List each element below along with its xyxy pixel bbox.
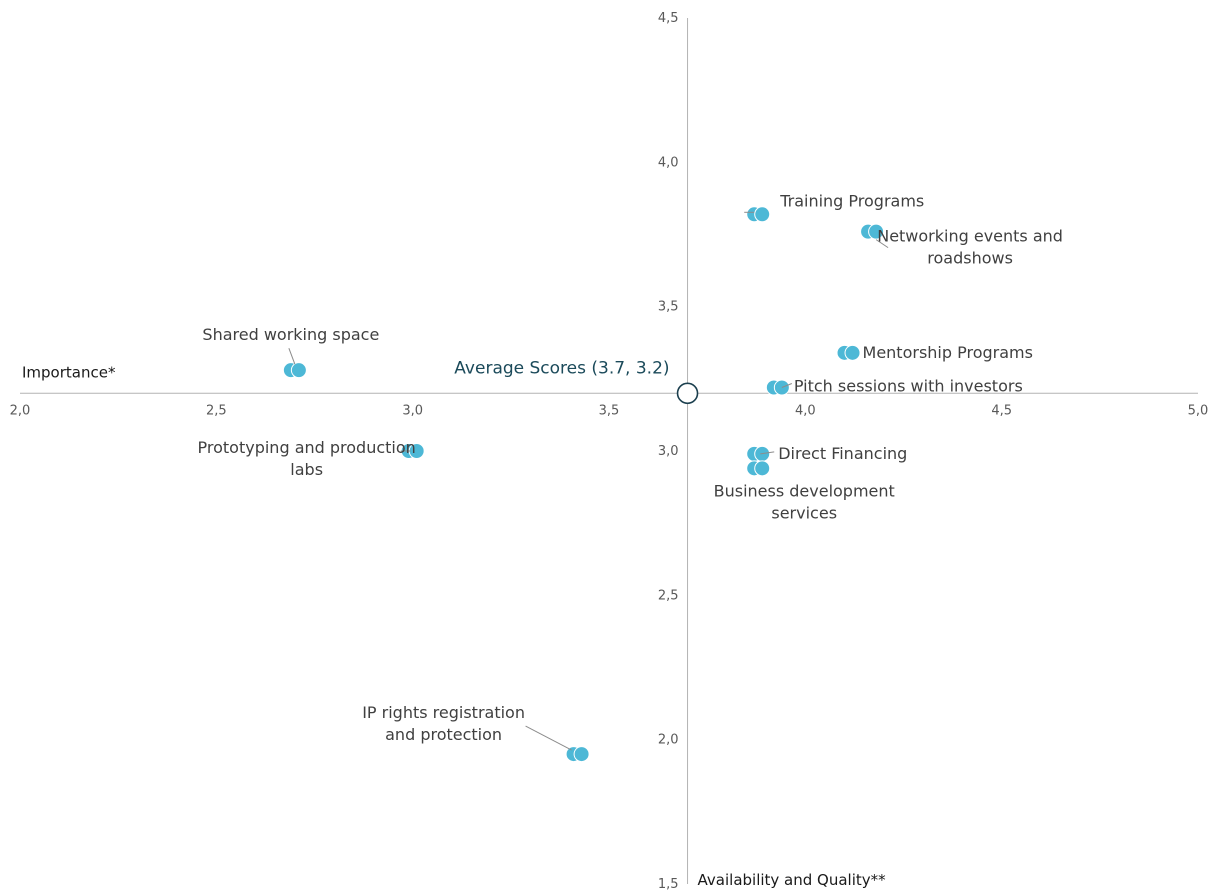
- point-marker: [573, 746, 590, 763]
- point-marker: [868, 223, 885, 240]
- x-tick-labels: 2,0 2,5 3,0 3,5 4,0 4,5 5,0: [10, 403, 1209, 418]
- y-tick-label: 4,5: [658, 11, 679, 26]
- y-axis-title: Availability and Quality**: [698, 871, 887, 889]
- leader-line: [781, 383, 793, 388]
- point-marker: [754, 206, 771, 223]
- y-tick-label: 3,0: [658, 444, 679, 459]
- point-label: Mentorship Programs: [863, 343, 1033, 362]
- x-tick-label: 2,5: [206, 403, 227, 418]
- point-label: Business development services: [714, 481, 895, 522]
- data-point: Mentorship Programs: [836, 343, 1033, 362]
- x-tick-label: 3,0: [402, 403, 423, 418]
- leader-line: [875, 239, 889, 249]
- average-label: Average Scores (3.7, 3.2): [454, 358, 669, 378]
- point-marker: [290, 362, 307, 379]
- leader-line: [288, 347, 296, 365]
- data-point: Training Programs: [744, 191, 924, 223]
- data-points: Training Programs Networking events and ro…: [198, 191, 1063, 763]
- data-point: Networking events and roadshows: [860, 223, 1063, 268]
- average-marker: [676, 382, 699, 405]
- point-label: Prototyping and production labs: [198, 438, 416, 479]
- point-marker: [754, 460, 771, 477]
- point-label: IP rights registration and protection: [362, 703, 525, 744]
- point-label: Direct Financing: [778, 444, 907, 463]
- x-tick-label: 2,0: [10, 403, 31, 418]
- point-label: Shared working space: [202, 325, 379, 344]
- x-tick-label: 5,0: [1188, 403, 1209, 418]
- data-point: Prototyping and production labs: [198, 438, 425, 479]
- x-tick-label: 4,5: [991, 403, 1012, 418]
- y-tick-label: 2,5: [658, 588, 679, 603]
- y-tick-labels: 1,5 2,0 2,5 3,0 3,5 4,0 4,5: [658, 11, 679, 892]
- point-label: Pitch sessions with investors: [794, 376, 1023, 395]
- point-label: Networking events and roadshows: [877, 227, 1063, 268]
- data-point: Shared working space: [202, 325, 379, 379]
- leader-line: [760, 451, 775, 455]
- x-tick-label: 3,5: [599, 403, 620, 418]
- point-marker: [844, 344, 861, 361]
- leader-line: [525, 725, 572, 751]
- y-tick-label: 2,0: [658, 733, 679, 748]
- y-tick-label: 1,5: [658, 877, 679, 892]
- y-tick-label: 4,0: [658, 155, 679, 170]
- x-axis-title: Importance*: [22, 363, 116, 381]
- data-point: IP rights registration and protection: [362, 703, 590, 763]
- point-label: Training Programs: [779, 191, 924, 210]
- y-tick-label: 3,5: [658, 300, 679, 315]
- data-point: Direct Financing: [746, 444, 907, 463]
- data-point: Business development services: [714, 460, 895, 522]
- axes: [20, 18, 1198, 884]
- data-point: Pitch sessions with investors: [765, 376, 1023, 396]
- x-tick-label: 4,0: [795, 403, 816, 418]
